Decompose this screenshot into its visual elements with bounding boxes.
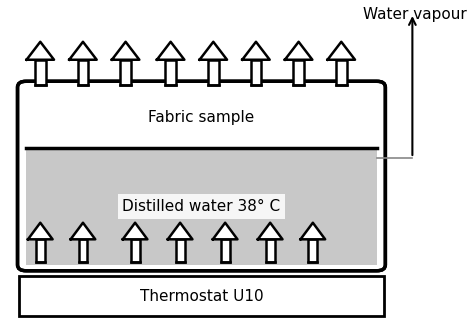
Polygon shape [168,223,192,239]
Bar [309,239,317,262]
Polygon shape [71,223,95,239]
Bar [19,276,384,316]
Polygon shape [69,42,97,60]
Polygon shape [112,42,139,60]
Bar [251,60,261,85]
Polygon shape [258,223,283,239]
Bar [78,60,88,85]
Polygon shape [285,42,312,60]
Bar [208,60,219,85]
Bar [176,239,184,262]
Polygon shape [28,223,53,239]
Bar [26,148,377,265]
FancyBboxPatch shape [18,81,385,271]
Polygon shape [328,42,355,60]
Polygon shape [123,223,147,239]
Polygon shape [301,223,325,239]
Bar [221,239,229,262]
Text: Distilled water 38° C: Distilled water 38° C [122,199,281,214]
Text: Water vapour: Water vapour [363,7,467,22]
Bar [36,239,45,262]
Text: Fabric sample: Fabric sample [148,110,255,125]
Polygon shape [200,42,227,60]
Bar [120,60,131,85]
Polygon shape [242,42,270,60]
Polygon shape [27,42,54,60]
Bar [35,60,46,85]
Bar [293,60,304,85]
Bar [266,239,274,262]
Text: Thermostat U10: Thermostat U10 [140,289,263,304]
Bar [336,60,346,85]
Polygon shape [157,42,184,60]
Polygon shape [213,223,237,239]
Bar [165,60,176,85]
Bar [131,239,139,262]
Bar [79,239,87,262]
